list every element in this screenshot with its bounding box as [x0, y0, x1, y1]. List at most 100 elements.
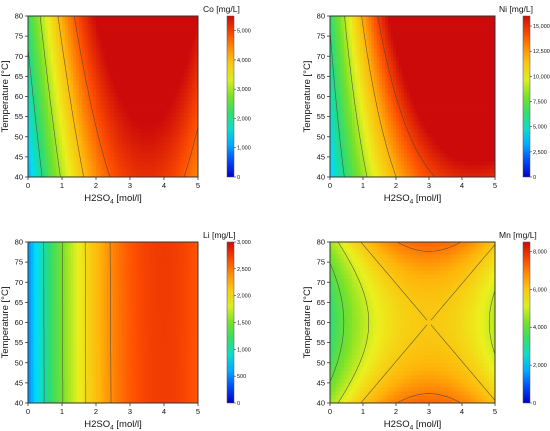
heat-cell — [404, 168, 408, 174]
heat-cell — [30, 160, 35, 166]
heat-cell — [73, 60, 77, 65]
heat-cell — [104, 80, 108, 85]
heat-cell — [101, 168, 105, 174]
heat-cell — [186, 80, 190, 85]
heat-cell — [346, 52, 350, 57]
heat-cell — [434, 156, 438, 162]
heat-cell — [33, 172, 37, 178]
heat-cell — [79, 112, 83, 118]
heat-cell — [124, 108, 128, 113]
heat-cell — [429, 164, 433, 170]
heat-cell — [98, 160, 103, 166]
heat-cell — [28, 56, 32, 61]
heat-cell — [404, 48, 408, 53]
heat-cell — [195, 148, 199, 154]
heat-cell — [409, 144, 413, 150]
heat-cell — [28, 128, 32, 134]
heat-cell — [47, 144, 52, 150]
heat-cell — [36, 104, 40, 109]
heat-cell — [363, 152, 367, 158]
heat-cell — [130, 76, 134, 81]
heat-cell — [440, 60, 444, 65]
heat-cell — [437, 92, 441, 97]
heat-cell — [36, 80, 40, 85]
heat-cell — [368, 24, 372, 29]
heat-cell — [28, 84, 32, 89]
heat-cell — [368, 156, 372, 162]
heat-cell — [192, 32, 196, 37]
heat-cell — [110, 88, 114, 93]
heat-cell — [158, 124, 162, 130]
heat-cell — [178, 20, 182, 25]
heat-cell — [352, 140, 356, 146]
heat-cell — [401, 64, 405, 69]
heat-cell — [189, 172, 193, 178]
heat-cell — [79, 398, 83, 404]
heat-cell — [33, 16, 37, 21]
heat-cell — [50, 56, 54, 61]
heat-cell — [59, 172, 63, 178]
heat-cell — [431, 28, 435, 33]
heat-cell — [464, 160, 468, 166]
heat-cell — [28, 398, 32, 404]
heat-cell — [379, 124, 383, 130]
heat-cell — [478, 84, 482, 89]
heat-cell — [338, 56, 342, 61]
heat-cell — [62, 60, 66, 65]
heat-cell — [360, 60, 364, 65]
heat-cell — [387, 20, 391, 25]
heat-cell — [181, 128, 185, 134]
heat-cell — [368, 76, 372, 81]
heat-cell — [357, 52, 361, 57]
heat-cell — [59, 84, 63, 89]
heat-cell — [175, 108, 179, 113]
heat-cell — [357, 84, 361, 89]
heat-cell — [121, 32, 125, 37]
heat-cell — [62, 128, 66, 134]
heat-cell — [473, 92, 477, 97]
heat-cell — [141, 148, 145, 154]
heat-cell — [56, 80, 60, 85]
heat-cell — [365, 28, 369, 33]
heat-cell — [437, 148, 441, 154]
heat-cell — [330, 16, 334, 21]
heat-cell — [96, 104, 100, 109]
heat-cell — [484, 152, 488, 158]
heat-cell — [124, 104, 128, 109]
heat-cell — [330, 128, 334, 134]
heat-cell — [90, 76, 94, 81]
heat-cell — [62, 140, 66, 146]
heat-cell — [132, 116, 137, 122]
heat-cell — [28, 72, 32, 77]
heat-cell — [346, 84, 350, 89]
heat-cell — [418, 128, 422, 134]
heat-cell — [409, 60, 413, 65]
heat-cell — [426, 132, 430, 138]
heat-cell — [192, 136, 196, 142]
heat-cell — [70, 156, 74, 162]
heat-cell — [470, 44, 474, 49]
heat-cell — [113, 140, 117, 146]
heat-cell — [387, 72, 391, 77]
heat-cell — [341, 168, 345, 174]
heat-cell — [456, 36, 460, 41]
heat-cell — [489, 68, 493, 73]
heat-cell — [178, 88, 182, 93]
heat-cell — [76, 172, 80, 178]
heat-cell — [352, 100, 356, 105]
heat-cell — [147, 168, 151, 174]
heat-cell — [335, 136, 339, 142]
heat-cell — [346, 16, 350, 21]
heat-cell — [36, 60, 40, 65]
heat-cell — [161, 104, 165, 109]
heat-cell — [115, 16, 120, 21]
heat-cell — [158, 160, 162, 166]
colorbar-tick-label: 7,500 — [533, 100, 547, 106]
heat-cell — [440, 160, 444, 166]
heat-cell — [418, 72, 422, 77]
heat-cell — [135, 104, 139, 109]
heat-cell — [332, 144, 336, 150]
heat-cell — [393, 24, 397, 29]
heat-cell — [141, 60, 145, 65]
heat-cell — [445, 120, 449, 126]
